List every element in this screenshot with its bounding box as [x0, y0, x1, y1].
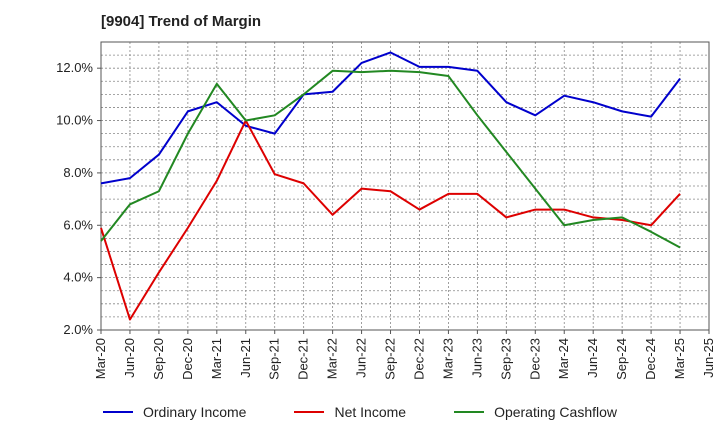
axes	[97, 41, 710, 334]
x-tick-label: Jun-22	[354, 338, 369, 378]
x-tick-label: Mar-20	[93, 338, 108, 379]
x-tick-label: Sep-24	[614, 338, 629, 380]
plot-frame	[100, 41, 710, 331]
x-tick-label: Jun-20	[122, 338, 137, 378]
x-tick-label: Sep-22	[383, 338, 398, 380]
x-tick-label: Mar-24	[556, 338, 571, 379]
y-tick-label: 4.0%	[63, 270, 93, 285]
legend-item-operating-cashflow: Operating Cashflow	[454, 404, 617, 420]
y-tick-label: 10.0%	[56, 113, 93, 128]
x-tick-label: Mar-22	[325, 338, 340, 379]
x-tick-label: Dec-23	[527, 338, 542, 380]
series-line-operating-cashflow	[100, 69, 681, 249]
legend-swatch	[454, 411, 485, 413]
legend-swatch	[294, 411, 325, 413]
legend-swatch	[102, 411, 133, 413]
x-tick-label: Dec-21	[296, 338, 311, 380]
legend: Ordinary Income Net Income Operating Cas…	[0, 404, 720, 420]
x-tick-label: Sep-23	[498, 338, 513, 380]
x-tick-label: Sep-21	[267, 338, 282, 380]
x-tick-label: Mar-25	[672, 338, 687, 379]
x-tick-label: Jun-21	[238, 338, 253, 378]
x-tick-label: Dec-20	[180, 338, 195, 380]
x-tick-label: Jun-24	[585, 338, 600, 378]
x-tick-label: Mar-23	[440, 338, 455, 379]
series-line-ordinary-income	[100, 51, 681, 185]
series-lines	[100, 51, 681, 321]
x-tick-label: Sep-20	[151, 338, 166, 380]
legend-label: Operating Cashflow	[494, 404, 618, 420]
tick-labels: 2.0% 4.0% 6.0% 8.0% 10.0% 12.0% Mar-20 Jun-20 Se…	[56, 60, 716, 380]
x-tick-label: Jun-23	[469, 338, 484, 378]
y-tick-label: 6.0%	[63, 217, 93, 232]
y-tick-label: 2.0%	[63, 322, 93, 337]
x-tick-label: Mar-21	[209, 338, 224, 379]
legend-label: Net Income	[334, 404, 407, 420]
x-tick-label: Dec-24	[643, 338, 658, 380]
chart-title: [9904] Trend of Margin	[101, 13, 262, 30]
x-tick-label: Jun-25	[701, 338, 716, 378]
x-tick-label: Dec-22	[411, 338, 426, 380]
legend-item-ordinary-income: Ordinary Income	[102, 404, 247, 420]
legend-item-net-income: Net Income	[294, 404, 406, 420]
legend-label: Ordinary Income	[142, 404, 247, 420]
y-tick-label: 8.0%	[63, 165, 93, 180]
y-tick-label: 12.0%	[56, 60, 93, 75]
series-line-net-income	[100, 119, 681, 321]
grid-lines	[101, 42, 709, 330]
